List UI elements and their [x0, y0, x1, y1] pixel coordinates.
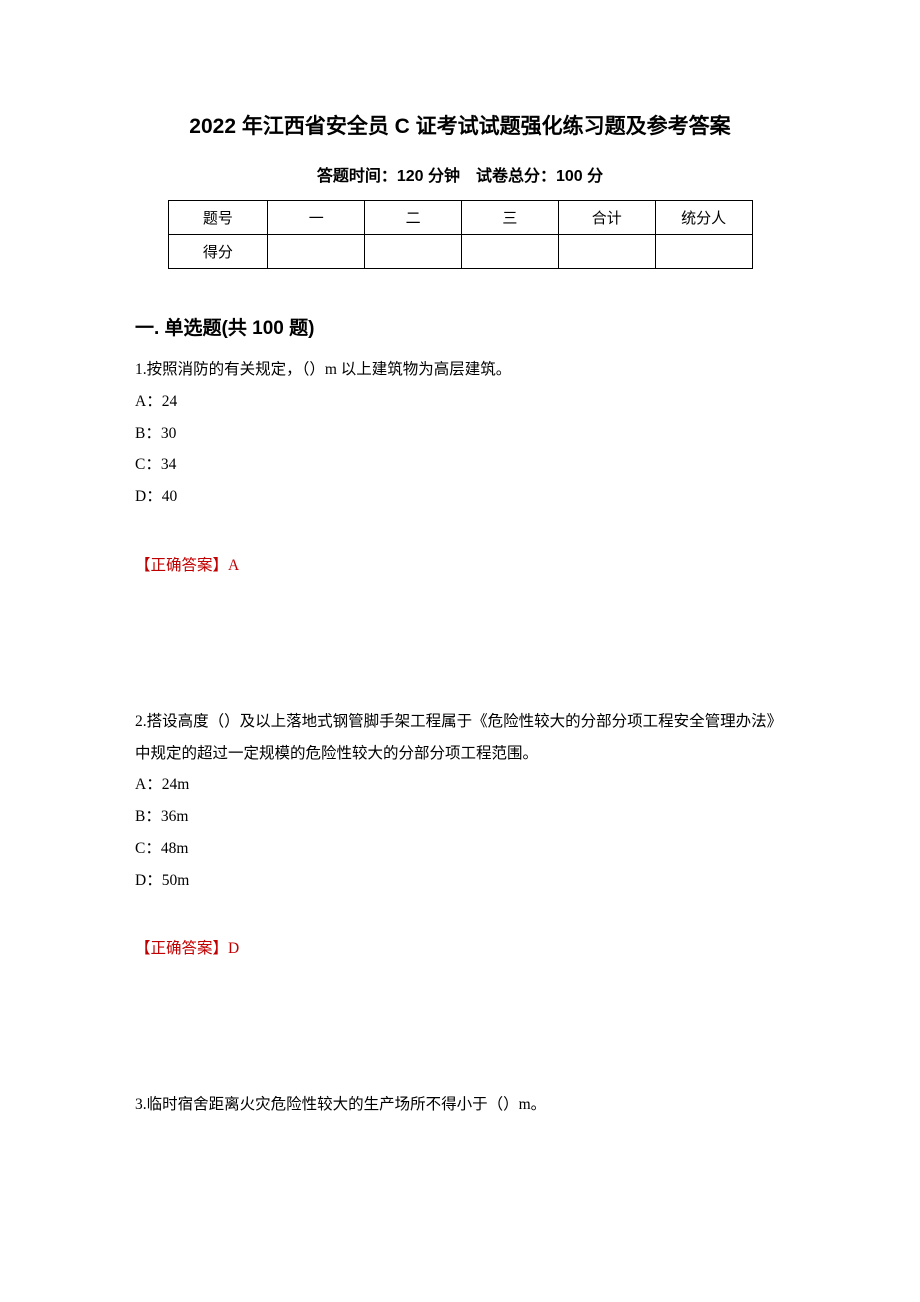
option-label: D：: [135, 488, 162, 505]
table-cell: [558, 235, 655, 269]
table-header: 一: [268, 201, 365, 235]
option-label: C：: [135, 456, 161, 473]
spacer: [135, 974, 785, 1089]
table-cell: [268, 235, 365, 269]
option-value: 30: [161, 425, 177, 442]
question-body: 临时宿舍距离火灾危险性较大的生产场所不得小于（）m。: [147, 1096, 547, 1113]
option-value: 40: [162, 488, 178, 505]
option-value: 50m: [162, 872, 190, 889]
exam-info-line: 答题时间：120 分钟 试卷总分：100 分: [135, 162, 785, 186]
table-header: 题号: [168, 201, 268, 235]
question-option: C：34: [135, 449, 785, 481]
answer-label: 【正确答案】: [135, 940, 228, 957]
question-block: 2.搭设高度（）及以上落地式钢管脚手架工程属于《危险性较大的分部分项工程安全管理…: [135, 706, 785, 959]
question-option: D：40: [135, 481, 785, 513]
option-value: 24: [162, 393, 178, 410]
question-block: 3.临时宿舍距离火灾危险性较大的生产场所不得小于（）m。: [135, 1089, 785, 1121]
question-option: D：50m: [135, 865, 785, 897]
question-body: 搭设高度（）及以上落地式钢管脚手架工程属于《危险性较大的分部分项工程安全管理办法…: [135, 713, 782, 762]
answer-value: A: [228, 557, 239, 574]
table-row: 得分: [168, 235, 752, 269]
question-block: 1.按照消防的有关规定，（）m 以上建筑物为高层建筑。 A：24 B：30 C：…: [135, 354, 785, 575]
table-cell: [365, 235, 462, 269]
option-label: B：: [135, 425, 161, 442]
option-label: D：: [135, 872, 162, 889]
option-value: 36m: [161, 808, 189, 825]
option-label: C：: [135, 840, 161, 857]
table-header: 三: [461, 201, 558, 235]
question-option: B：30: [135, 418, 785, 450]
table-cell: [655, 235, 752, 269]
question-body: 按照消防的有关规定，（）m 以上建筑物为高层建筑。: [147, 361, 512, 378]
table-header: 合计: [558, 201, 655, 235]
table-header: 统分人: [655, 201, 752, 235]
page-container: 2022 年江西省安全员 C 证考试试题强化练习题及参考答案 答题时间：120 …: [0, 0, 920, 1302]
exam-title: 2022 年江西省安全员 C 证考试试题强化练习题及参考答案: [135, 110, 785, 140]
question-text: 2.搭设高度（）及以上落地式钢管脚手架工程属于《危险性较大的分部分项工程安全管理…: [135, 706, 785, 770]
spacer: [135, 591, 785, 706]
question-number: 3.: [135, 1096, 147, 1113]
question-number: 2.: [135, 713, 147, 730]
question-text: 3.临时宿舍距离火灾危险性较大的生产场所不得小于（）m。: [135, 1089, 785, 1121]
option-value: 48m: [161, 840, 189, 857]
question-option: A：24m: [135, 769, 785, 801]
option-label: B：: [135, 808, 161, 825]
question-option: B：36m: [135, 801, 785, 833]
section-heading: 一. 单选题(共 100 题): [135, 313, 785, 340]
question-text: 1.按照消防的有关规定，（）m 以上建筑物为高层建筑。: [135, 354, 785, 386]
question-number: 1.: [135, 361, 147, 378]
answer-label: 【正确答案】: [135, 557, 228, 574]
answer-line: 【正确答案】D: [135, 936, 785, 958]
table-cell: [461, 235, 558, 269]
table-cell: 得分: [168, 235, 268, 269]
table-header: 二: [365, 201, 462, 235]
option-value: 24m: [162, 776, 190, 793]
answer-line: 【正确答案】A: [135, 553, 785, 575]
question-option: A：24: [135, 386, 785, 418]
question-option: C：48m: [135, 833, 785, 865]
score-table: 题号 一 二 三 合计 统分人 得分: [168, 200, 753, 269]
option-label: A：: [135, 776, 162, 793]
option-value: 34: [161, 456, 177, 473]
option-label: A：: [135, 393, 162, 410]
answer-value: D: [228, 940, 239, 957]
table-row: 题号 一 二 三 合计 统分人: [168, 201, 752, 235]
